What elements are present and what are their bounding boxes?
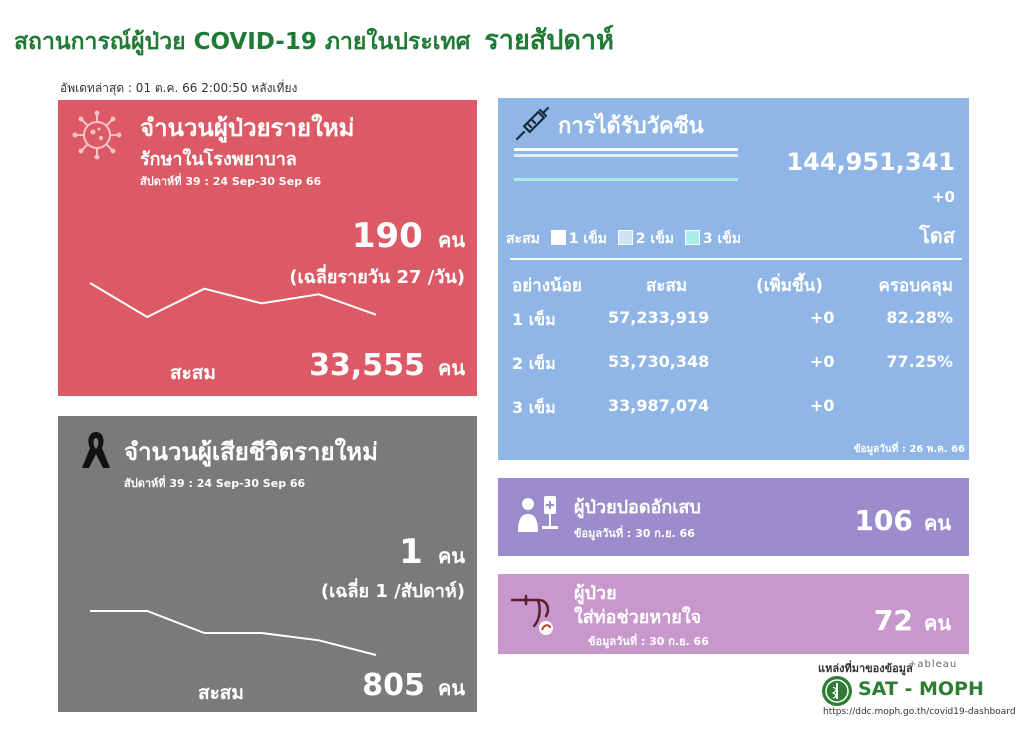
source-label: แหล่งที่มาของข้อมูล bbox=[818, 662, 913, 675]
col-header-increase: (เพิ่มขึ้น) bbox=[756, 276, 824, 296]
divider-line bbox=[514, 178, 738, 181]
divider-line bbox=[514, 148, 738, 151]
ventilator-title-line2: ใส่ท่อช่วยหายใจ bbox=[574, 607, 702, 628]
legend-label-3: 3 เข็ม bbox=[702, 231, 742, 247]
source-url[interactable]: https://ddc.moph.go.th/covid19-dashboard bbox=[823, 707, 1016, 717]
vaccination-unit: โดส bbox=[919, 224, 955, 248]
table-cell-cumulative: 53,730,348 bbox=[608, 352, 710, 371]
legend-swatch-1 bbox=[550, 230, 566, 245]
pneumonia-title: ผู้ป่วยปอดอักเสบ bbox=[574, 497, 701, 518]
new-cases-cumulative-label: สะสม bbox=[170, 362, 216, 384]
ventilator-value: 72 bbox=[873, 604, 913, 637]
page-title-weekly: รายสัปดาห์ bbox=[484, 25, 614, 56]
moph-emblem-icon bbox=[825, 679, 849, 703]
table-divider bbox=[510, 258, 962, 260]
sat-moph-name: SAT - MOPH bbox=[858, 678, 984, 700]
table-row-dose-2: 2 เข็ม bbox=[512, 354, 556, 373]
new-cases-trend-chart bbox=[89, 282, 377, 319]
table-cell-increase: +0 bbox=[810, 308, 835, 327]
legend-prefix: สะสม bbox=[506, 231, 540, 247]
syringe-icon bbox=[515, 106, 550, 141]
legend-label-2: 2 เข็ม bbox=[635, 231, 674, 247]
deaths-value-group: 1 คน bbox=[399, 532, 465, 572]
ventilator-date: ข้อมูลวันที่ : 30 ก.ย. 66 bbox=[588, 635, 709, 648]
ventilator-value-group: 72 คน bbox=[874, 604, 951, 639]
table-cell-coverage: 82.28% bbox=[886, 308, 953, 327]
new-cases-subtitle: รักษาในโรงพยาบาล bbox=[140, 149, 297, 170]
deaths-cumulative-group: 805 คน bbox=[362, 668, 465, 704]
divider-line bbox=[514, 154, 738, 157]
new-cases-value: 190 bbox=[351, 216, 423, 256]
deaths-cumulative-unit: คน bbox=[437, 676, 465, 700]
vaccination-data-date: ข้อมูลวันที่ : 26 พ.ค. 66 bbox=[853, 444, 965, 455]
new-cases-week: สัปดาห์ที่ 39 : 24 Sep-30 Sep 66 bbox=[140, 175, 322, 188]
table-cell-coverage: 77.25% bbox=[886, 352, 953, 371]
new-cases-average: (เฉลี่ยรายวัน 27 /วัน) bbox=[289, 267, 465, 288]
deaths-value: 1 bbox=[399, 532, 423, 572]
new-cases-cumulative-group: 33,555 คน bbox=[309, 348, 465, 384]
last-updated: อัพเดทล่าสุด : 01 ต.ค. 66 2:00:50 หลังเท… bbox=[60, 81, 298, 95]
deaths-week: สัปดาห์ที่ 39 : 24 Sep-30 Sep 66 bbox=[124, 477, 306, 490]
new-cases-unit: คน bbox=[437, 228, 465, 252]
pneumonia-unit: คน bbox=[923, 511, 951, 535]
deaths-cumulative-label: สะสม bbox=[198, 682, 244, 704]
moph-logo bbox=[822, 676, 852, 706]
deaths-average: (เฉลี่ย 1 /สัปดาห์) bbox=[320, 581, 465, 602]
legend-label-1: 1 เข็ม bbox=[568, 231, 607, 247]
col-header-cumulative: สะสม bbox=[646, 276, 688, 296]
vaccination-panel[interactable]: การได้รับวัคซีน 144,951,341 +0 สะสม 1 เข… bbox=[498, 98, 969, 460]
new-cases-cumulative-unit: คน bbox=[437, 356, 465, 380]
table-row-dose-1: 1 เข็ม bbox=[512, 310, 556, 329]
deaths-panel[interactable]: จำนวนผู้เสียชีวิตรายใหม่ สัปดาห์ที่ 39 :… bbox=[58, 416, 477, 712]
pneumonia-panel[interactable]: ผู้ป่วยปอดอักเสบ ข้อมูลวันที่ : 30 ก.ย. … bbox=[498, 478, 969, 556]
deaths-cumulative-value: 805 bbox=[362, 668, 425, 703]
vaccination-title: การได้รับวัคซีน bbox=[558, 114, 704, 139]
vaccination-increase: +0 bbox=[931, 188, 955, 206]
new-cases-panel[interactable]: จำนวนผู้ป่วยรายใหม่ รักษาในโรงพยาบาล สัป… bbox=[58, 100, 477, 396]
table-cell-increase: +0 bbox=[810, 396, 835, 415]
page-title-main: สถานการณ์ผู้ป่วย COVID-19 ภายในประเทศ bbox=[14, 29, 471, 55]
new-cases-value-group: 190 คน bbox=[352, 216, 465, 256]
dose-legend: สะสม 1 เข็ม 2 เข็ม 3 เข็ม bbox=[506, 228, 741, 250]
deaths-title: จำนวนผู้เสียชีวิตรายใหม่ bbox=[124, 438, 378, 466]
new-cases-title: จำนวนผู้ป่วยรายใหม่ bbox=[140, 114, 355, 142]
pneumonia-value-group: 106 คน bbox=[854, 504, 951, 539]
pneumonia-date: ข้อมูลวันที่ : 30 ก.ย. 66 bbox=[574, 527, 695, 540]
virus-icon bbox=[72, 110, 122, 160]
deaths-unit: คน bbox=[437, 544, 465, 568]
deaths-trend-chart bbox=[90, 610, 377, 656]
tableau-logo: +ableau bbox=[908, 659, 958, 670]
legend-swatch-3 bbox=[684, 230, 700, 245]
page-title: สถานการณ์ผู้ป่วย COVID-19 ภายในประเทศ ราย… bbox=[14, 18, 614, 61]
col-header-at-least: อย่างน้อย bbox=[512, 276, 582, 296]
table-cell-cumulative: 33,987,074 bbox=[608, 396, 710, 415]
new-cases-cumulative-value: 33,555 bbox=[309, 348, 425, 383]
deaths-trend-line bbox=[90, 610, 377, 656]
legend-swatch-2 bbox=[617, 230, 633, 245]
table-cell-increase: +0 bbox=[810, 352, 835, 371]
ventilator-unit: คน bbox=[923, 611, 951, 635]
ventilator-title-line1: ผู้ป่วย bbox=[574, 583, 617, 604]
ribbon-icon bbox=[82, 432, 110, 468]
vaccination-total: 144,951,341 bbox=[786, 148, 955, 176]
col-header-coverage: ครอบคลุม bbox=[878, 276, 954, 296]
ventilator-tube-icon bbox=[510, 594, 553, 635]
ventilator-panel[interactable]: ผู้ป่วย ใส่ท่อช่วยหายใจ ข้อมูลวันที่ : 3… bbox=[498, 574, 969, 654]
patient-iv-icon bbox=[518, 496, 558, 532]
table-row-dose-3: 3 เข็ม bbox=[512, 398, 556, 417]
table-cell-cumulative: 57,233,919 bbox=[608, 308, 710, 327]
new-cases-trend-line bbox=[89, 282, 377, 319]
pneumonia-value: 106 bbox=[854, 504, 913, 537]
